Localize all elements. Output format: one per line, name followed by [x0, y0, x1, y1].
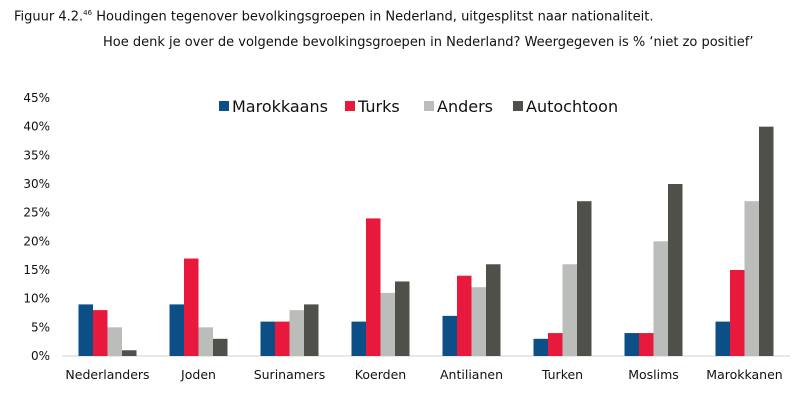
x-tick-label: Antilianen: [440, 367, 503, 382]
bar-turks-nederlanders: [93, 310, 108, 356]
y-tick-label: 20%: [23, 234, 50, 248]
bar-turks-turken: [548, 333, 563, 356]
bar-anders-surinamers: [289, 310, 304, 356]
y-tick-label: 35%: [23, 148, 50, 162]
bar-autochtoon-turken: [577, 201, 592, 356]
bar-autochtoon-marokkanen: [759, 126, 774, 357]
bar-turks-koerden: [366, 218, 381, 356]
bar-marokkaans-turken: [533, 338, 548, 356]
bar-turks-surinamers: [275, 321, 290, 356]
footnote-ref: 46: [83, 9, 93, 17]
bar-autochtoon-antilianen: [486, 264, 501, 356]
bar-anders-koerden: [380, 292, 395, 356]
y-tick-label: 0%: [31, 349, 50, 363]
bar-marokkaans-antilianen: [442, 315, 457, 356]
x-tick-label: Surinamers: [254, 367, 326, 382]
figure-caption: Figuur 4.2.46 Houdingen tegenover bevolk…: [14, 9, 654, 24]
bar-anders-joden: [198, 327, 213, 356]
legend-label: Anders: [437, 97, 493, 116]
bar-marokkaans-joden: [169, 304, 184, 356]
bar-anders-nederlanders: [107, 327, 122, 356]
legend-swatch-marokkaans: [219, 101, 229, 111]
bar-anders-antilianen: [471, 287, 486, 356]
bar-marokkaans-marokkanen: [715, 321, 730, 356]
y-tick-label: 25%: [23, 206, 50, 220]
y-tick-label: 30%: [23, 177, 50, 191]
x-tick-label: Turken: [541, 367, 583, 382]
legend-swatch-autochtoon: [513, 101, 523, 111]
y-tick-label: 10%: [23, 292, 50, 306]
bar-autochtoon-surinamers: [304, 304, 319, 356]
bar-anders-marokkanen: [744, 201, 759, 356]
y-tick-label: 15%: [23, 263, 50, 277]
bar-turks-antilianen: [457, 275, 472, 356]
x-tick-label: Moslims: [628, 367, 679, 382]
figure-subtitle: Hoe denk je over de volgende bevolkingsg…: [103, 35, 754, 50]
bar-autochtoon-nederlanders: [122, 350, 137, 356]
legend-swatch-anders: [424, 101, 434, 111]
bar-anders-turken: [562, 264, 577, 356]
figure-label: Figuur 4.2.: [14, 9, 84, 25]
legend-label: Marokkaans: [232, 97, 328, 116]
bar-marokkaans-koerden: [351, 321, 366, 356]
y-tick-label: 45%: [23, 91, 50, 105]
bar-turks-marokkanen: [730, 270, 745, 356]
bar-marokkaans-surinamers: [260, 321, 275, 356]
bar-turks-joden: [184, 258, 199, 356]
bar-autochtoon-koerden: [395, 281, 410, 356]
x-tick-label: Koerden: [355, 367, 406, 382]
bar-turks-moslims: [639, 333, 654, 356]
bar-anders-moslims: [653, 241, 668, 356]
y-tick-label: 5%: [31, 320, 50, 334]
bar-autochtoon-moslims: [668, 184, 683, 356]
legend-label: Autochtoon: [526, 97, 618, 116]
figure-title: Houdingen tegenover bevolkingsgroepen in…: [96, 9, 654, 25]
x-tick-label: Joden: [180, 367, 216, 382]
bar-autochtoon-joden: [213, 338, 228, 356]
y-tick-label: 40%: [23, 120, 50, 134]
legend-swatch-turks: [345, 101, 355, 111]
bar-marokkaans-moslims: [624, 333, 639, 356]
x-tick-label: Nederlanders: [65, 367, 149, 382]
x-tick-label: Marokkanen: [706, 367, 782, 382]
bar-marokkaans-nederlanders: [78, 304, 93, 356]
legend-label: Turks: [357, 97, 400, 116]
